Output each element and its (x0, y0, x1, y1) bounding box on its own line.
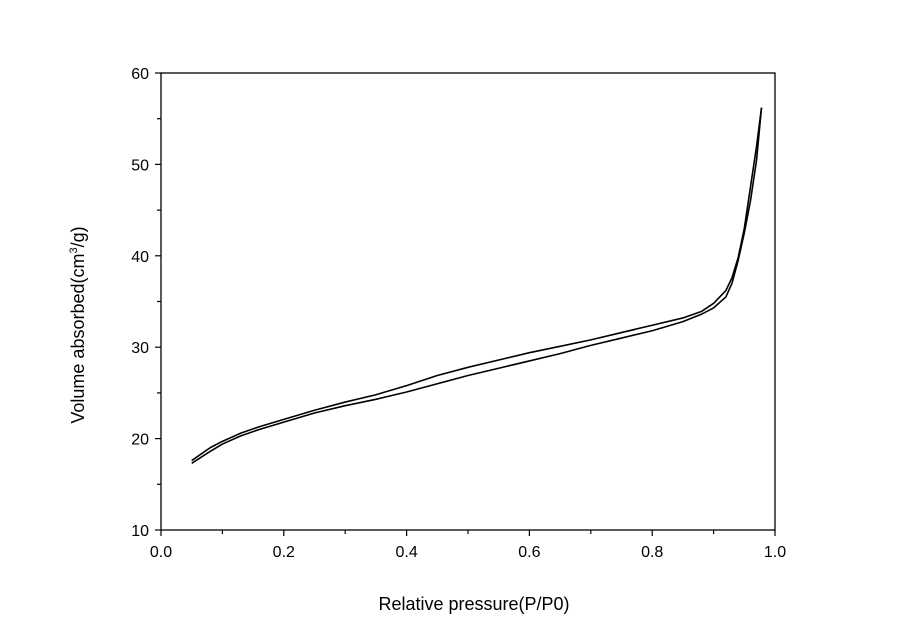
x-tick-label: 0.4 (395, 544, 417, 561)
y-tick-label: 30 (131, 340, 149, 357)
y-tick-label: 50 (131, 157, 149, 174)
plot-frame (160, 72, 776, 531)
x-tick-label: 0.2 (273, 544, 295, 561)
x-tick-label: 0.8 (641, 544, 663, 561)
isotherm-line-1 (191, 107, 763, 464)
y-axis-tick-labels: 10 20 30 40 50 60 (131, 66, 149, 540)
y-tick-label: 60 (131, 66, 149, 83)
y-tick-label: 40 (131, 249, 149, 266)
y-axis-title-prefix: Volume absorbed(cm (68, 254, 88, 424)
x-axis-title: Relative pressure(P/P0) (378, 594, 569, 614)
isotherm-line-2 (191, 107, 763, 462)
x-tick-label: 0.0 (150, 544, 172, 561)
x-tick-label: 0.6 (518, 544, 540, 561)
x-axis-ticks (160, 530, 776, 536)
x-axis-tick-labels: 0.0 0.2 0.4 0.6 0.8 1.0 (150, 544, 786, 561)
y-tick-label: 20 (131, 432, 149, 449)
y-axis-title-suffix: /g) (68, 226, 88, 247)
x-tick-label: 1.0 (764, 544, 786, 561)
y-axis-ticks (155, 72, 161, 531)
y-axis-title-superscript: 3 (68, 247, 80, 253)
y-axis-title: Volume absorbed(cm3/g) (68, 226, 88, 423)
plot-lines (191, 107, 763, 464)
y-tick-label: 10 (131, 523, 149, 540)
